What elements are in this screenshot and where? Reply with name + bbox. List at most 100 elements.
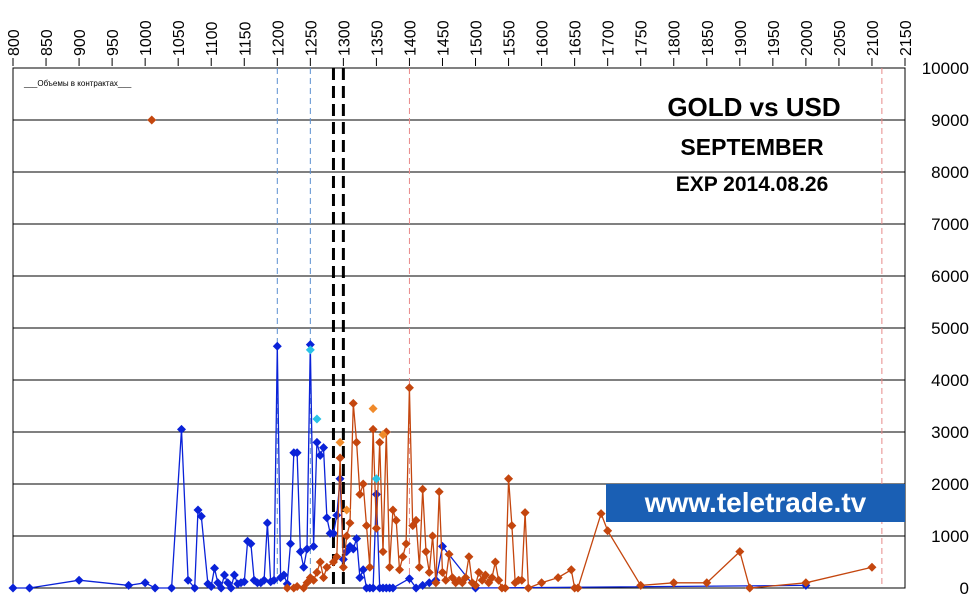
data-point-puts (471, 580, 481, 590)
data-point-calls (206, 581, 216, 591)
data-point-calls (424, 578, 434, 588)
x-tick-label: 1100 (204, 21, 221, 56)
data-point-puts (338, 562, 348, 572)
x-tick-label: 950 (105, 29, 122, 56)
data-point-puts_light (368, 404, 378, 414)
x-tick-label: 1250 (303, 20, 320, 56)
x-tick-label: 1200 (270, 20, 287, 56)
data-point-puts (523, 583, 533, 593)
y-tick-label: 5000 (931, 319, 969, 338)
data-point-puts (355, 489, 365, 499)
data-point-calls (355, 573, 365, 583)
data-point-puts (573, 583, 583, 593)
data-point-calls (183, 575, 193, 585)
x-tick-label: 1150 (237, 21, 254, 56)
chart-expiry: EXP 2014.08.26 (676, 173, 829, 196)
data-point-puts (735, 547, 745, 557)
x-tick-label: 1800 (667, 20, 684, 56)
data-point-puts (404, 383, 414, 393)
data-point-puts (424, 567, 434, 577)
data-point-puts (490, 557, 500, 567)
data-point-calls (312, 437, 322, 447)
series-puts_light (335, 404, 388, 515)
data-point-calls (196, 511, 206, 521)
x-tick-label: 800 (6, 29, 23, 56)
data-point-puts (312, 567, 322, 577)
series-calls (8, 340, 811, 593)
data-point-puts (745, 583, 755, 593)
data-point-calls (262, 518, 272, 528)
x-tick-label: 1450 (435, 20, 452, 56)
data-point-puts (520, 508, 530, 518)
watermark-banner: www.teletrade.tv (606, 484, 905, 522)
data-point-puts (335, 453, 345, 463)
data-point-calls (418, 580, 428, 590)
data-point-calls (352, 534, 362, 544)
data-point-puts (342, 531, 352, 541)
data-point-calls (348, 544, 358, 554)
data-point-calls (309, 541, 319, 551)
data-point-calls (210, 563, 220, 573)
data-point-calls (259, 575, 269, 585)
data-point-puts (411, 515, 421, 525)
data-point-puts (428, 531, 438, 541)
data-point-puts (431, 578, 441, 588)
data-point-puts (669, 578, 679, 588)
series-puts (147, 115, 877, 593)
x-tick-label: 2100 (865, 20, 882, 56)
data-point-puts (500, 583, 510, 593)
data-point-calls (292, 448, 302, 458)
data-point-puts (371, 523, 381, 533)
y-tick-label: 7000 (931, 215, 969, 234)
x-tick-label: 1300 (336, 20, 353, 56)
data-point-puts (398, 552, 408, 562)
data-point-calls (315, 450, 325, 460)
data-point-puts (494, 575, 504, 585)
data-point-puts (596, 509, 606, 519)
data-point-puts (147, 115, 157, 125)
data-point-calls (272, 341, 282, 351)
data-point-calls (249, 575, 259, 585)
data-point-calls_light (371, 474, 381, 484)
data-point-puts (365, 562, 375, 572)
x-tick-label: 2050 (832, 20, 849, 56)
data-point-puts (332, 552, 342, 562)
data-point-calls (167, 583, 177, 593)
data-point-puts (421, 547, 431, 557)
data-point-puts (553, 573, 563, 583)
data-point-puts (322, 562, 332, 572)
data-point-calls (332, 510, 342, 520)
data-point-calls (335, 474, 345, 484)
data-point-puts_light (335, 437, 345, 447)
data-point-calls (411, 583, 421, 593)
y-tick-label: 2000 (931, 475, 969, 494)
data-point-puts (461, 573, 471, 583)
y-tick-label: 9000 (931, 111, 969, 130)
x-tick-label: 1650 (568, 20, 585, 56)
data-point-puts (517, 575, 527, 585)
data-point-calls (328, 528, 338, 538)
chart-title: GOLD vs USD (667, 92, 840, 122)
y-tick-label: 3000 (931, 423, 969, 442)
data-point-calls (216, 583, 226, 593)
data-point-puts (487, 573, 497, 583)
y-tick-label: 0 (960, 579, 969, 598)
x-tick-label: 1850 (700, 20, 717, 56)
data-point-calls (8, 583, 18, 593)
data-point-puts (801, 578, 811, 588)
x-tick-label: 1550 (502, 20, 519, 56)
data-point-puts (368, 424, 378, 434)
data-point-puts (292, 581, 302, 591)
data-point-calls (176, 424, 186, 434)
legend-label: ___Объемы в контрактах___ (23, 79, 132, 88)
y-tick-label: 10000 (922, 59, 969, 78)
data-point-puts (345, 518, 355, 528)
data-point-calls (286, 539, 296, 549)
series-calls_light (305, 345, 381, 484)
data-point-puts (474, 567, 484, 577)
data-point-puts (391, 515, 401, 525)
data-point-calls (246, 539, 256, 549)
data-point-puts (282, 583, 292, 593)
data-point-puts (315, 557, 325, 567)
